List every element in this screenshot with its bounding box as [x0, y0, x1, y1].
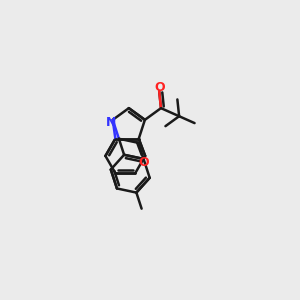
Text: O: O — [154, 81, 164, 94]
Text: O: O — [138, 156, 149, 169]
Text: N: N — [105, 116, 116, 129]
